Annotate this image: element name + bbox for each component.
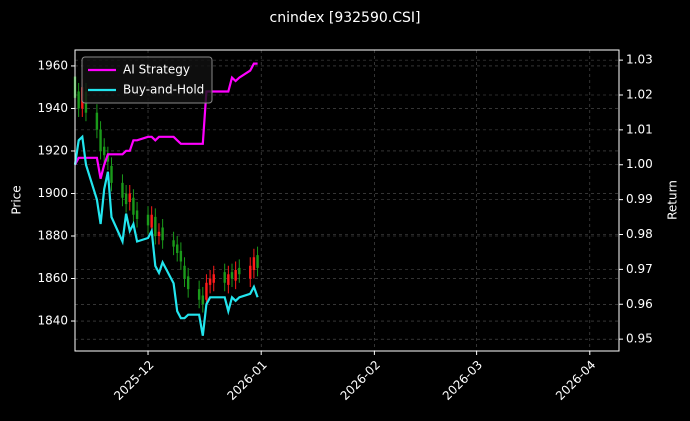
candle-body — [223, 272, 226, 283]
y2-tick-label: 1.01 — [626, 122, 653, 136]
candle-body — [252, 257, 256, 271]
y-tick-label: 1920 — [37, 143, 68, 157]
candle-body — [238, 267, 241, 275]
y-tick-label: 1960 — [37, 58, 68, 72]
y-tick-label: 1880 — [37, 228, 68, 242]
candle-body — [154, 216, 157, 236]
candle-body — [99, 129, 102, 151]
candle-body — [208, 278, 212, 285]
y-tick-label: 1900 — [37, 186, 68, 200]
y2-tick-label: 0.95 — [626, 332, 653, 346]
candle-body — [212, 274, 215, 283]
candle-body — [121, 182, 124, 198]
y2-tick-label: 0.97 — [626, 262, 653, 276]
candle-body — [110, 165, 113, 183]
candle-body — [124, 193, 128, 205]
y-tick-label: 1840 — [37, 314, 68, 328]
candle-body — [205, 282, 208, 300]
candle-body — [256, 255, 259, 268]
y2-axis-label: Return — [666, 180, 680, 220]
chart-title: cnindex [932590.CSI] — [270, 10, 421, 26]
y2-tick-label: 0.98 — [626, 227, 653, 241]
y2-tick-label: 0.96 — [626, 297, 653, 311]
candle-body — [249, 265, 252, 279]
candle-body — [135, 210, 139, 219]
candle-body — [186, 276, 190, 290]
legend-label: AI Strategy — [123, 63, 190, 77]
candle-body — [197, 289, 201, 300]
candle-body — [128, 193, 131, 202]
series-line — [74, 62, 258, 179]
y2-tick-label: 1.03 — [626, 53, 653, 67]
candle-body — [176, 244, 179, 254]
legend-box — [81, 56, 213, 104]
candle-body — [179, 250, 183, 262]
candle-body — [234, 270, 237, 281]
candle-body — [146, 214, 150, 226]
candle-body — [230, 272, 234, 279]
candle-body — [201, 295, 204, 305]
y-tick-label: 1860 — [37, 271, 68, 285]
candle-body — [172, 240, 175, 247]
y2-tick-label: 1.00 — [626, 157, 653, 171]
candle-body — [150, 214, 153, 228]
y-tick-label: 1940 — [37, 101, 68, 115]
candle-body — [95, 112, 99, 130]
candle-body — [183, 265, 186, 279]
y2-tick-label: 1.02 — [626, 87, 653, 101]
candle-body — [103, 146, 106, 156]
plot-frame — [74, 49, 620, 352]
series-line — [73, 134, 259, 336]
candle-body — [161, 227, 164, 241]
candle-body — [132, 197, 135, 215]
candle-body — [227, 274, 230, 285]
candle-body — [157, 231, 161, 236]
legend-label: Buy-and-Hold — [123, 83, 204, 97]
y2-tick-label: 0.99 — [626, 192, 653, 206]
candle-body — [77, 91, 80, 109]
y-axis-label: Price — [10, 185, 24, 214]
candle-body — [106, 155, 110, 162]
